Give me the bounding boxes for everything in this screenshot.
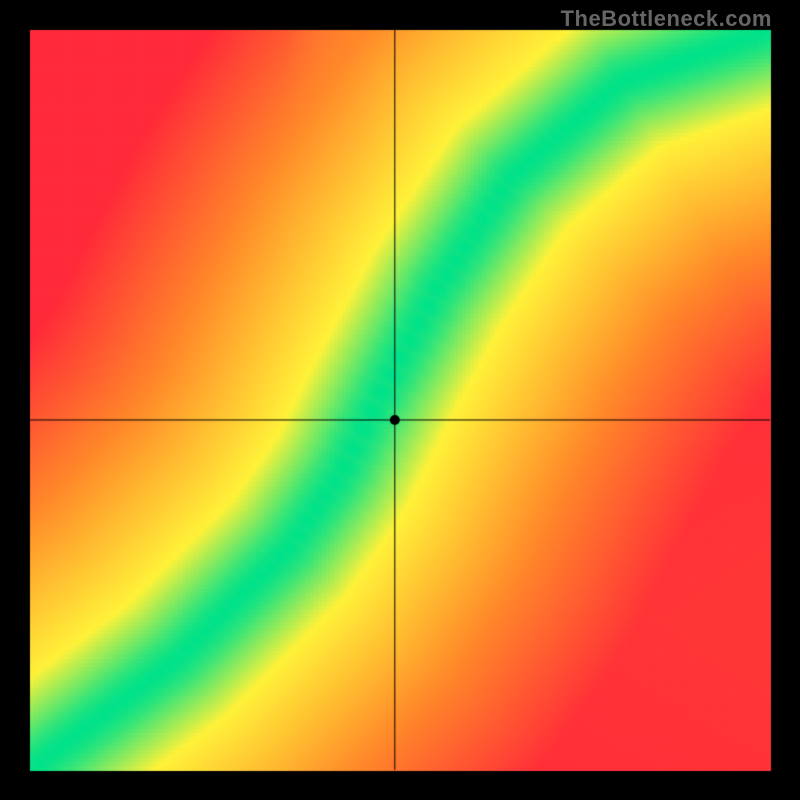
watermark-text: TheBottleneck.com [561, 6, 772, 32]
chart-container: TheBottleneck.com [0, 0, 800, 800]
bottleneck-heatmap [0, 0, 800, 800]
